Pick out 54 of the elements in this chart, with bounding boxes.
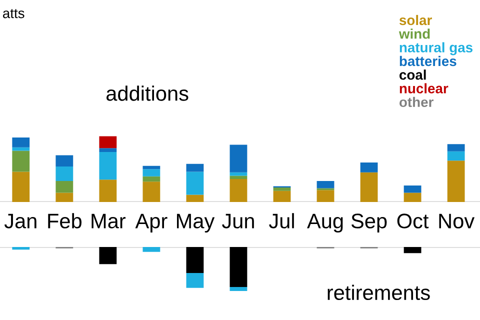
- bar: [142, 169, 160, 176]
- x-tick-label: Sep: [351, 214, 387, 233]
- bar: [186, 194, 204, 202]
- bar: [56, 192, 74, 202]
- x-tick-label: Mar: [92, 214, 126, 228]
- bar: [360, 172, 378, 202]
- bar: [447, 151, 465, 161]
- bar: [230, 176, 248, 179]
- bar: [273, 188, 291, 191]
- bar: [12, 138, 30, 148]
- bar: [404, 186, 422, 193]
- x-tick-label: Oct: [397, 214, 429, 228]
- text: nuclear: [400, 83, 448, 94]
- bar: [447, 144, 465, 152]
- bar: [142, 176, 160, 182]
- bar: [142, 182, 160, 202]
- x-tick-label: May: [176, 214, 215, 233]
- bar: [99, 180, 117, 202]
- bar: [56, 180, 74, 193]
- bar: [404, 192, 422, 202]
- x-tick-label: Aug: [307, 214, 343, 233]
- text: wind: [398, 28, 430, 39]
- bar: [273, 190, 291, 202]
- x-tick-label: Jan: [4, 214, 36, 228]
- bar: [12, 172, 30, 202]
- bar: [56, 166, 74, 181]
- x-tick-label: Jul: [269, 213, 294, 228]
- bar: [99, 152, 117, 180]
- text: additions: [106, 86, 188, 101]
- text: natural gas: [400, 42, 472, 56]
- bar: [12, 150, 30, 172]
- legend-label: other: [400, 96, 434, 108]
- bar: [99, 148, 117, 152]
- chart-subtitle: atts: [2, 9, 24, 18]
- bar: [56, 155, 74, 166]
- bar: [230, 178, 248, 202]
- bar: [360, 162, 378, 172]
- x-tick-label: Apr: [135, 214, 168, 233]
- x-tick-label: Jun: [222, 214, 254, 228]
- bar: [186, 164, 204, 172]
- bar: [316, 190, 334, 202]
- annotation: retirements: [328, 284, 430, 300]
- legend-label: coal: [400, 70, 426, 80]
- bar: [230, 144, 248, 172]
- text: solar: [399, 14, 432, 26]
- bar: [99, 136, 117, 148]
- x-tick-label: Feb: [48, 213, 82, 228]
- x-tick-label: Nov: [439, 214, 475, 228]
- bar: [447, 160, 465, 202]
- bar: [316, 180, 334, 188]
- bar: [186, 172, 204, 195]
- bar: [12, 147, 30, 151]
- text: batteries: [400, 56, 456, 66]
- bar: [142, 166, 160, 170]
